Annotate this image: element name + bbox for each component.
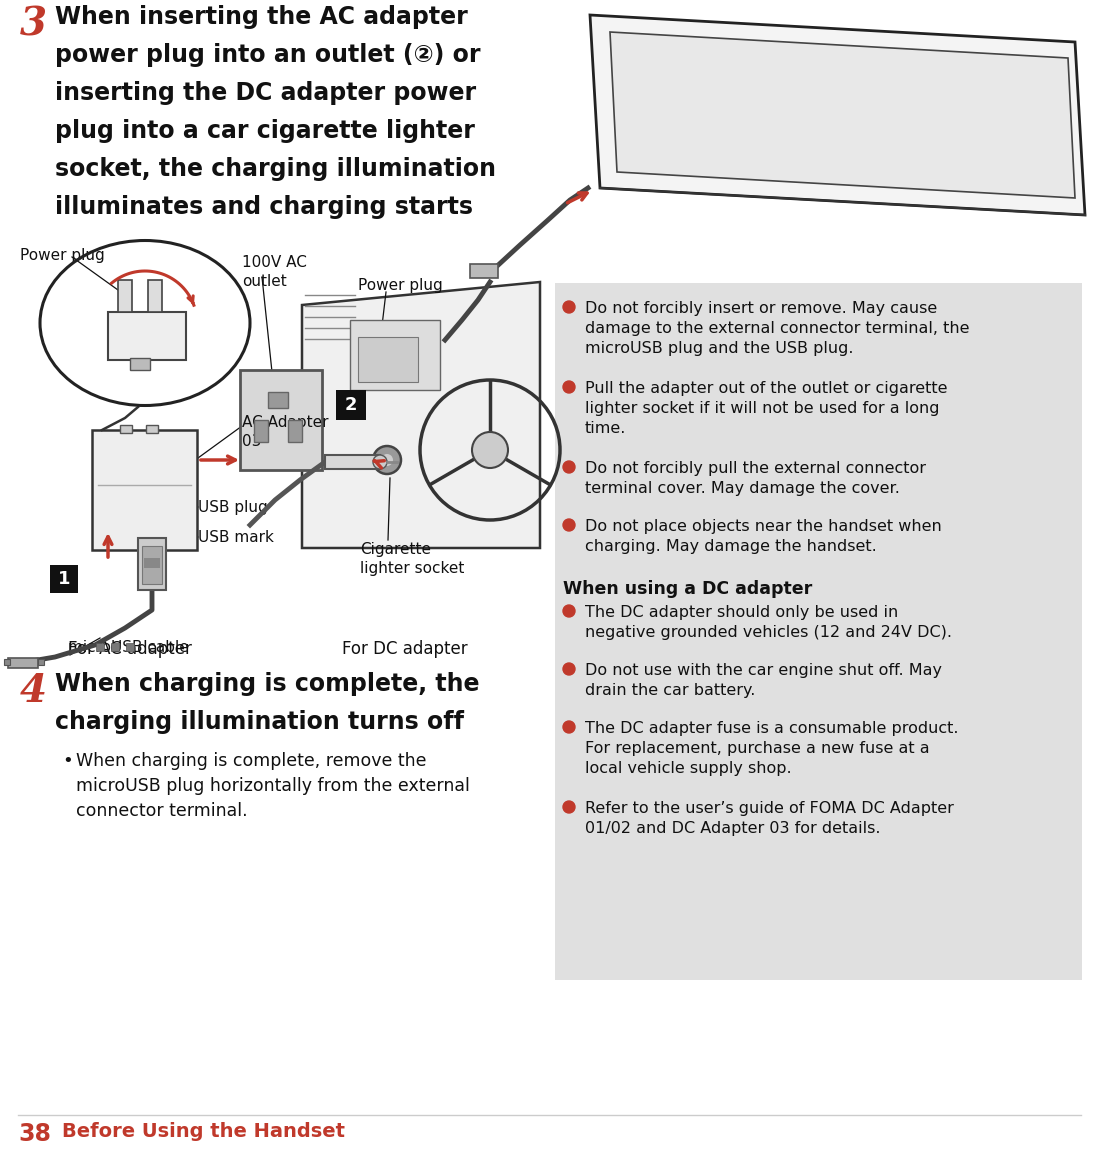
Bar (240, 370, 322, 470)
Text: charging illumination turns off: charging illumination turns off (55, 710, 464, 734)
Text: 4: 4 (20, 672, 47, 710)
Circle shape (563, 519, 575, 531)
Bar (92, 430, 197, 550)
Text: When using a DC adapter: When using a DC adapter (563, 580, 812, 598)
Text: The DC adapter fuse is a consumable product.
For replacement, purchase a new fus: The DC adapter fuse is a consumable prod… (585, 721, 958, 776)
Text: Do not forcibly insert or remove. May cause
damage to the external connector ter: Do not forcibly insert or remove. May ca… (585, 301, 969, 356)
Bar (268, 392, 288, 408)
Text: USB mark: USB mark (198, 530, 274, 545)
Bar (358, 337, 418, 382)
Bar (130, 358, 149, 370)
Circle shape (563, 721, 575, 734)
Text: For AC adapter: For AC adapter (68, 640, 192, 658)
Bar (146, 425, 158, 433)
Bar (38, 659, 44, 665)
Text: AC Adapter
03: AC Adapter 03 (242, 415, 329, 449)
Circle shape (563, 460, 575, 473)
Circle shape (563, 301, 575, 314)
Text: Do not place objects near the handset when
charging. May damage the handset.: Do not place objects near the handset wh… (585, 519, 942, 554)
Text: 2: 2 (345, 396, 357, 414)
Bar (108, 312, 186, 360)
Bar (126, 643, 134, 651)
Text: The DC adapter should only be used in
negative grounded vehicles (12 and 24V DC): The DC adapter should only be used in ne… (585, 605, 952, 640)
Bar (144, 558, 160, 568)
Polygon shape (302, 282, 540, 548)
Text: 1: 1 (58, 570, 70, 588)
Bar (325, 455, 380, 469)
Text: 3: 3 (20, 5, 47, 43)
Circle shape (563, 663, 575, 675)
Bar (118, 280, 132, 312)
Text: socket, the charging illumination: socket, the charging illumination (55, 157, 496, 180)
Text: inserting the DC adapter power: inserting the DC adapter power (55, 81, 476, 105)
Bar (148, 280, 162, 312)
Text: When inserting the AC adapter: When inserting the AC adapter (55, 5, 468, 29)
Bar (138, 538, 166, 590)
Text: 100V AC
outlet: 100V AC outlet (242, 255, 307, 289)
Bar (470, 264, 498, 278)
Text: Do not forcibly pull the external connector
terminal cover. May damage the cover: Do not forcibly pull the external connec… (585, 460, 926, 496)
Circle shape (563, 801, 575, 813)
Bar (120, 425, 132, 433)
Circle shape (471, 432, 508, 467)
Text: •: • (62, 752, 73, 771)
Bar (349, 320, 440, 390)
Bar (96, 643, 104, 651)
Text: plug into a car cigarette lighter: plug into a car cigarette lighter (55, 119, 475, 143)
Bar (49, 565, 78, 594)
Polygon shape (590, 15, 1085, 215)
Text: microUSB cable: microUSB cable (68, 640, 188, 655)
Bar (336, 390, 366, 420)
Text: 38: 38 (18, 1122, 51, 1145)
Polygon shape (610, 32, 1075, 198)
Text: Pull the adapter out of the outlet or cigarette
lighter socket if it will not be: Pull the adapter out of the outlet or ci… (585, 381, 947, 436)
Bar (142, 546, 162, 584)
Text: When charging is complete, remove the
microUSB plug horizontally from the extern: When charging is complete, remove the mi… (76, 752, 470, 820)
Bar (254, 420, 268, 442)
Text: When charging is complete, the: When charging is complete, the (55, 672, 479, 697)
Text: illuminates and charging starts: illuminates and charging starts (55, 196, 473, 219)
Text: power plug into an outlet (②) or: power plug into an outlet (②) or (55, 43, 480, 67)
Text: For DC adapter: For DC adapter (342, 640, 468, 658)
Text: USB plug: USB plug (198, 500, 268, 515)
Text: Power plug: Power plug (358, 278, 443, 293)
Bar (111, 643, 119, 651)
Circle shape (563, 381, 575, 393)
Circle shape (563, 605, 575, 617)
Text: Before Using the Handset: Before Using the Handset (62, 1122, 345, 1141)
Bar (555, 283, 1083, 980)
Circle shape (373, 445, 401, 474)
Circle shape (381, 454, 393, 466)
Text: Refer to the user’s guide of FOMA DC Adapter
01/02 and DC Adapter 03 for details: Refer to the user’s guide of FOMA DC Ada… (585, 801, 954, 837)
Bar (8, 658, 38, 668)
Bar (4, 659, 10, 665)
Text: Power plug: Power plug (20, 248, 104, 263)
Text: Do not use with the car engine shut off. May
drain the car battery.: Do not use with the car engine shut off.… (585, 663, 942, 698)
Circle shape (373, 455, 387, 469)
Bar (288, 420, 302, 442)
Text: Cigarette
lighter socket: Cigarette lighter socket (360, 541, 465, 576)
